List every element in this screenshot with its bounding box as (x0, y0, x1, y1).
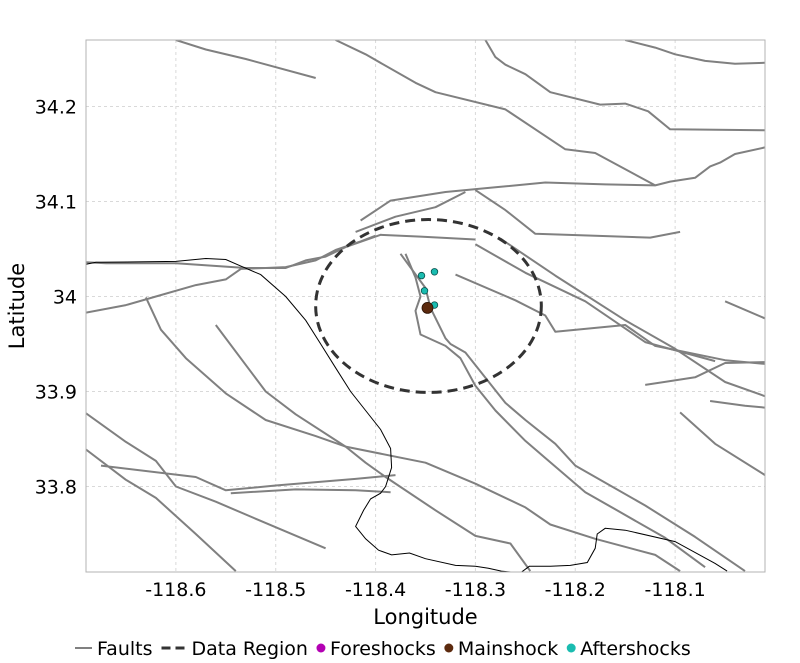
fault-line (86, 233, 476, 269)
fault-line (215, 324, 532, 572)
fault-line (100, 464, 396, 492)
legend-item: Mainshock (444, 638, 558, 660)
map-data (86, 40, 765, 572)
fault-line (499, 237, 765, 398)
legend-item: Foreshocks (316, 638, 436, 660)
x-tick-label: -118.5 (245, 579, 306, 601)
legend-label: Faults (97, 638, 153, 660)
fault-line (724, 300, 765, 320)
legend-item: Aftershocks (566, 638, 691, 660)
plot-frame (85, 39, 766, 573)
x-tick-label: -118.2 (545, 579, 606, 601)
fault-line (360, 146, 765, 222)
mainshock-point (421, 301, 434, 314)
fault-line (355, 191, 466, 233)
y-axis-title: Latitude (5, 263, 29, 349)
fault-line (230, 488, 391, 495)
fault-line (455, 273, 765, 365)
fault-line (86, 412, 326, 550)
grid (86, 40, 765, 572)
mainshock-layer (421, 301, 434, 314)
aftershock-point (417, 271, 426, 280)
x-axis-ticks: -118.6 -118.5 -118.4 -118.3 -118.2 -118.1 (145, 579, 706, 601)
x-tick-label: -118.1 (645, 579, 706, 601)
legend: Faults Data Region Foreshocks Mainshock Afte… (75, 638, 691, 660)
legend-label: Data Region (192, 638, 308, 660)
fault-line (474, 189, 681, 239)
legend-item: Faults (75, 638, 153, 660)
legend-swatch-dot (316, 643, 326, 653)
fault-line (335, 40, 656, 187)
coastline (86, 257, 728, 572)
legend-swatch-dot (444, 643, 454, 653)
fault-line (404, 253, 706, 569)
aftershock-point (420, 287, 429, 295)
legend-label: Foreshocks (330, 638, 436, 660)
fault-line (474, 243, 716, 363)
fault-line (86, 448, 237, 572)
x-tick-label: -118.6 (145, 579, 206, 601)
y-axis-ticks: 33.8 33.9 34 34.1 34.2 (35, 97, 77, 499)
x-tick-label: -118.4 (345, 579, 406, 601)
y-tick-label: 34.1 (35, 192, 77, 214)
fault-line (624, 40, 765, 65)
legend-label: Mainshock (458, 638, 558, 660)
aftershocks-layer (417, 268, 439, 309)
y-tick-label: 33.8 (35, 477, 77, 499)
y-tick-label: 33.9 (35, 382, 77, 404)
aftershock-point (430, 268, 439, 276)
x-tick-label: -118.3 (445, 579, 506, 601)
fault-line (175, 40, 316, 79)
y-tick-label: 34 (53, 287, 77, 309)
fault-line (645, 361, 765, 386)
legend-label: Aftershocks (580, 638, 691, 660)
data-region-circle (314, 218, 543, 394)
faults-layer (86, 40, 765, 572)
y-tick-label: 34.2 (35, 97, 77, 119)
x-axis-title: Longitude (373, 605, 477, 629)
fault-line (86, 234, 376, 314)
fault-line (144, 296, 681, 572)
fault-line (679, 411, 765, 476)
legend-swatch-dot (566, 643, 576, 653)
legend-item: Data Region (161, 638, 308, 660)
fault-line (484, 40, 765, 132)
fault-line (709, 400, 765, 409)
